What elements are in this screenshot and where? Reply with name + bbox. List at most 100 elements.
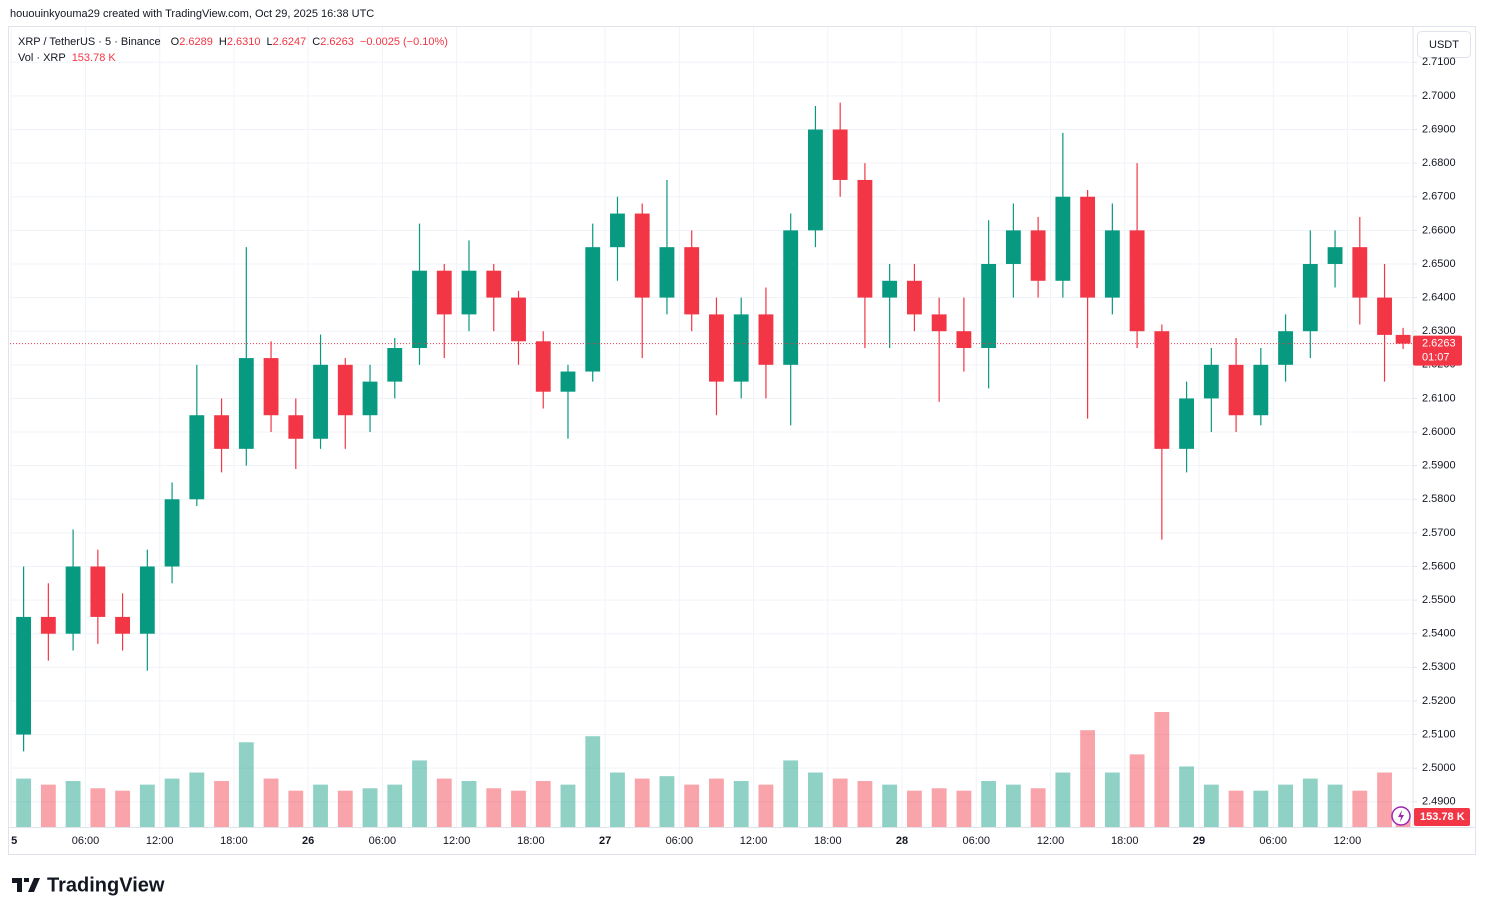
volume-badge-label: 153.78 K (1420, 811, 1465, 823)
candle-body (1055, 196, 1071, 281)
x-tick-label: 5 (11, 835, 17, 847)
y-tick-label: 2.7000 (1422, 90, 1456, 102)
volume-bar (857, 781, 873, 827)
logo-text: TradingView (47, 874, 165, 896)
candle-body (857, 179, 873, 298)
candle-body (263, 358, 279, 416)
volume-bar (164, 778, 180, 827)
ohlc-value: 2.6289 (179, 36, 213, 48)
symbol: XRP / TetherUS · 5 · Binance (18, 36, 161, 48)
candle-body (1005, 230, 1021, 264)
candle-body (882, 280, 898, 298)
volume-bar (16, 778, 32, 827)
volume-bar (139, 784, 155, 827)
y-tick-label: 2.5100 (1422, 728, 1456, 740)
x-tick-label: 26 (302, 835, 314, 847)
candle-body (1203, 364, 1219, 399)
candle-body (139, 566, 155, 634)
y-tick-label: 2.7100 (1422, 56, 1456, 68)
volume-bar (808, 772, 823, 827)
volume-bar (214, 781, 229, 827)
candle-body (684, 247, 700, 315)
candle-body (634, 213, 650, 298)
y-tick-label: 2.5000 (1422, 762, 1456, 774)
y-tick-label: 2.5800 (1422, 493, 1456, 505)
volume-bar (1154, 712, 1170, 827)
y-tick-label: 2.5500 (1422, 594, 1456, 606)
x-tick-label: 18:00 (517, 835, 545, 847)
volume-bar (486, 788, 502, 827)
y-tick-label: 2.6800 (1422, 157, 1456, 169)
volume-bar (1030, 788, 1046, 827)
candle-body (412, 270, 427, 349)
volume-bar (783, 760, 799, 827)
y-tick-label: 2.6600 (1422, 224, 1456, 236)
candle-body (511, 297, 526, 342)
volume-bar (189, 772, 205, 827)
candle-body (1179, 398, 1195, 449)
candle-body (40, 616, 56, 634)
candle-body (16, 616, 32, 735)
ohlc-label: O (171, 36, 180, 48)
volume-bar (560, 784, 576, 827)
volume-bar (956, 790, 972, 827)
candle-body (1395, 334, 1411, 344)
volume-bar (40, 784, 56, 827)
volume-bar (981, 781, 997, 827)
volume-bar (709, 778, 724, 827)
ohlc-value: 2.6310 (227, 36, 261, 48)
y-tick-label: 2.6900 (1422, 123, 1456, 135)
alert-bolt (1398, 810, 1404, 822)
x-tick-label: 27 (599, 835, 611, 847)
volume-badge (1414, 808, 1470, 826)
volume-bar (1377, 772, 1392, 827)
x-tick-label: 18:00 (1111, 835, 1139, 847)
volume-legend: Vol · XRP 153.78 K (18, 52, 116, 64)
candle-body (585, 247, 601, 372)
candle-body (808, 129, 823, 231)
ohlc: O2.6289 H2.6310 L2.6247 C2.6263 −0.0025 (−0.… (171, 36, 448, 48)
y-tick-label: 2.6500 (1422, 258, 1456, 270)
y-tick-label: 2.5300 (1422, 661, 1456, 673)
volume-bar (1055, 772, 1071, 827)
candle-body (65, 566, 81, 634)
currency-label[interactable]: USDT (1429, 39, 1459, 51)
candle-body (1302, 263, 1318, 332)
credit: hououinkyouma29 created with TradingView… (10, 8, 374, 20)
x-tick-label: 06:00 (1259, 835, 1287, 847)
x-tick-label: 12:00 (1037, 835, 1065, 847)
volume-bar (313, 784, 328, 827)
volume-bar (362, 788, 378, 827)
candle-body (1154, 331, 1170, 449)
x-tick-label: 29 (1193, 835, 1205, 847)
currency-button[interactable] (1417, 31, 1471, 58)
volume-bar (1179, 766, 1195, 827)
ohlc-label: L (267, 36, 273, 48)
volume-bar (436, 778, 452, 827)
candle-body (1327, 247, 1343, 264)
x-tick-label: 12:00 (740, 835, 768, 847)
y-tick-label: 2.5900 (1422, 460, 1456, 472)
volume-bar (1278, 784, 1293, 827)
candle-body (659, 247, 675, 298)
candle-body (560, 371, 576, 392)
volume-bar (1327, 784, 1343, 827)
ohlc-value: 2.6263 (320, 36, 354, 48)
candle-body (313, 364, 328, 439)
y-tick-label: 2.4900 (1422, 796, 1456, 808)
volume-bar (758, 784, 774, 827)
candle-body (931, 314, 947, 332)
candle-body (906, 280, 922, 315)
y-tick-label: 2.6000 (1422, 426, 1456, 438)
x-tick-label: 06:00 (72, 835, 100, 847)
y-tick-label: 2.5400 (1422, 628, 1456, 640)
candle-body (956, 331, 972, 349)
candle-body (1253, 364, 1269, 416)
x-tick-label: 18:00 (814, 835, 842, 847)
change: −0.0025 (−0.10%) (360, 36, 448, 48)
volume-bar (733, 781, 749, 827)
volume-value: 153.78 K (72, 52, 117, 64)
logo: TradingView (12, 874, 165, 896)
volume-bar (931, 788, 947, 827)
plot (10, 102, 1413, 827)
